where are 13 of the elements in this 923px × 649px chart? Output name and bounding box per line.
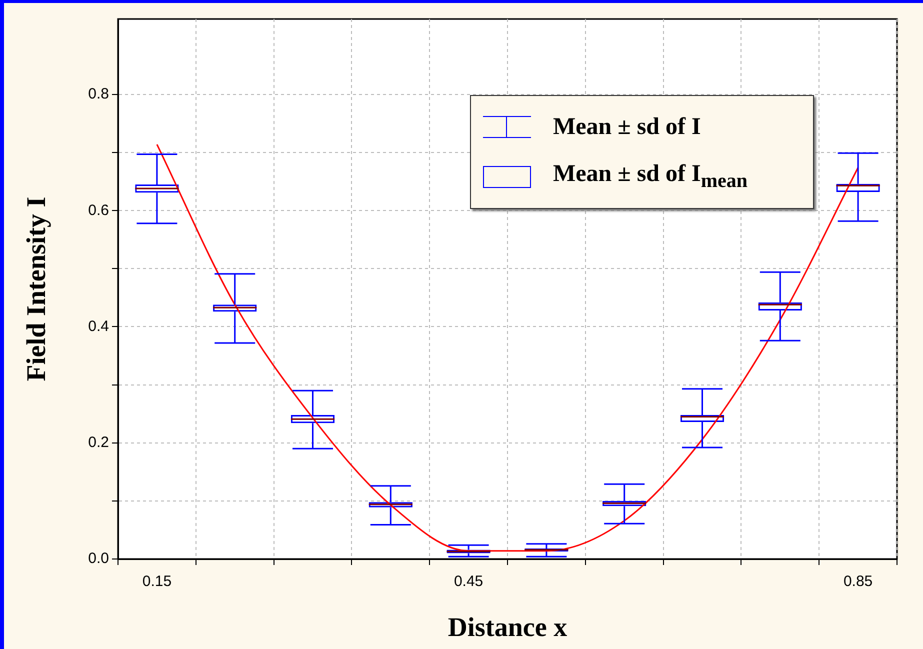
y-axis-title: Field Intensity I bbox=[21, 196, 52, 382]
line-series bbox=[156, 144, 859, 552]
legend-label: Mean ± sd of I$_{mean}$ bbox=[553, 161, 748, 193]
x-tick-label: 0.15 bbox=[142, 573, 172, 590]
y-tick-label: 0.0 bbox=[88, 550, 109, 568]
y-tick-label: 0.6 bbox=[88, 202, 109, 219]
annotation: Mean ± sd of I bbox=[553, 114, 701, 140]
y-tick-label: 0.4 bbox=[88, 318, 109, 335]
x-axis-title: Distance x bbox=[448, 612, 568, 642]
y-tick-label: 0.2 bbox=[88, 434, 109, 452]
x-tick-label: 0.45 bbox=[454, 573, 484, 590]
x-tick-label: 0.85 bbox=[843, 573, 873, 590]
y-tick-label: 0.8 bbox=[88, 86, 109, 103]
